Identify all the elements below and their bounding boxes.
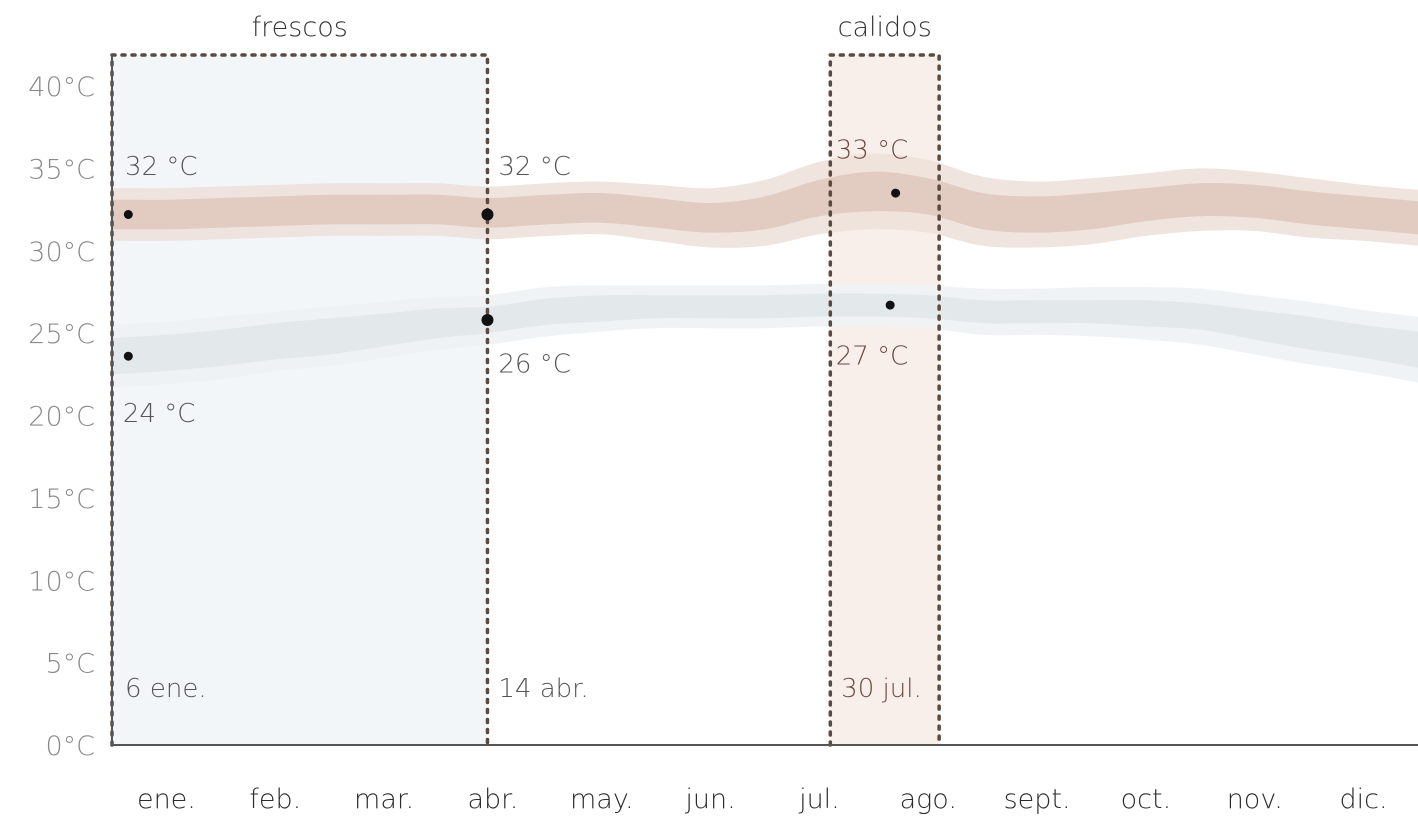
y-tick-label: 0°C <box>45 731 95 762</box>
x-tick-label: sept. <box>1004 784 1071 815</box>
x-tick-label: nov. <box>1227 784 1283 815</box>
y-tick-label: 25°C <box>28 319 95 350</box>
x-tick-label: jul. <box>798 784 840 815</box>
y-tick-label: 40°C <box>28 72 95 103</box>
annotation-label: 30 jul. <box>841 674 922 704</box>
data-point <box>885 300 895 310</box>
x-tick-label: oct. <box>1121 784 1172 815</box>
y-tick-label: 35°C <box>28 154 95 185</box>
x-tick-label: ago. <box>900 784 957 815</box>
annotation-label: 14 abr. <box>498 674 588 704</box>
y-tick-label: 30°C <box>28 237 95 268</box>
season-boundary-calidos <box>828 53 941 747</box>
y-tick-label: 20°C <box>28 402 95 433</box>
annotation-label: 26 °C <box>498 350 571 380</box>
x-tick-label: may. <box>570 784 634 815</box>
annotation-label: 6 ene. <box>125 674 207 704</box>
x-tick-label: ene. <box>137 784 196 815</box>
annotation-label: 27 °C <box>836 341 909 371</box>
season-title: calidos <box>838 12 932 43</box>
y-tick-label: 15°C <box>28 484 95 515</box>
x-tick-label: jun. <box>684 784 735 815</box>
x-tick-label: mar. <box>354 784 414 815</box>
high-band-inner <box>112 171 1418 235</box>
data-point <box>891 188 901 198</box>
data-point <box>481 208 494 221</box>
annotation-label: 33 °C <box>836 135 909 165</box>
data-point <box>481 313 494 326</box>
annotation-label: 32 °C <box>125 152 198 182</box>
x-tick-label: dic. <box>1340 784 1388 815</box>
data-point <box>123 210 133 220</box>
annotation-label: 32 °C <box>498 152 571 182</box>
x-tick-label: abr. <box>467 784 518 815</box>
season-boundary-frescos <box>110 53 490 747</box>
season-title: frescos <box>252 12 348 43</box>
season-shade-frescos <box>112 55 488 745</box>
annotation-label: 24 °C <box>123 399 196 429</box>
low-band-inner <box>112 293 1418 375</box>
y-tick-label: 10°C <box>28 566 95 597</box>
y-tick-label: 5°C <box>45 649 95 680</box>
x-tick-label: feb. <box>249 784 301 815</box>
data-point <box>123 351 133 361</box>
